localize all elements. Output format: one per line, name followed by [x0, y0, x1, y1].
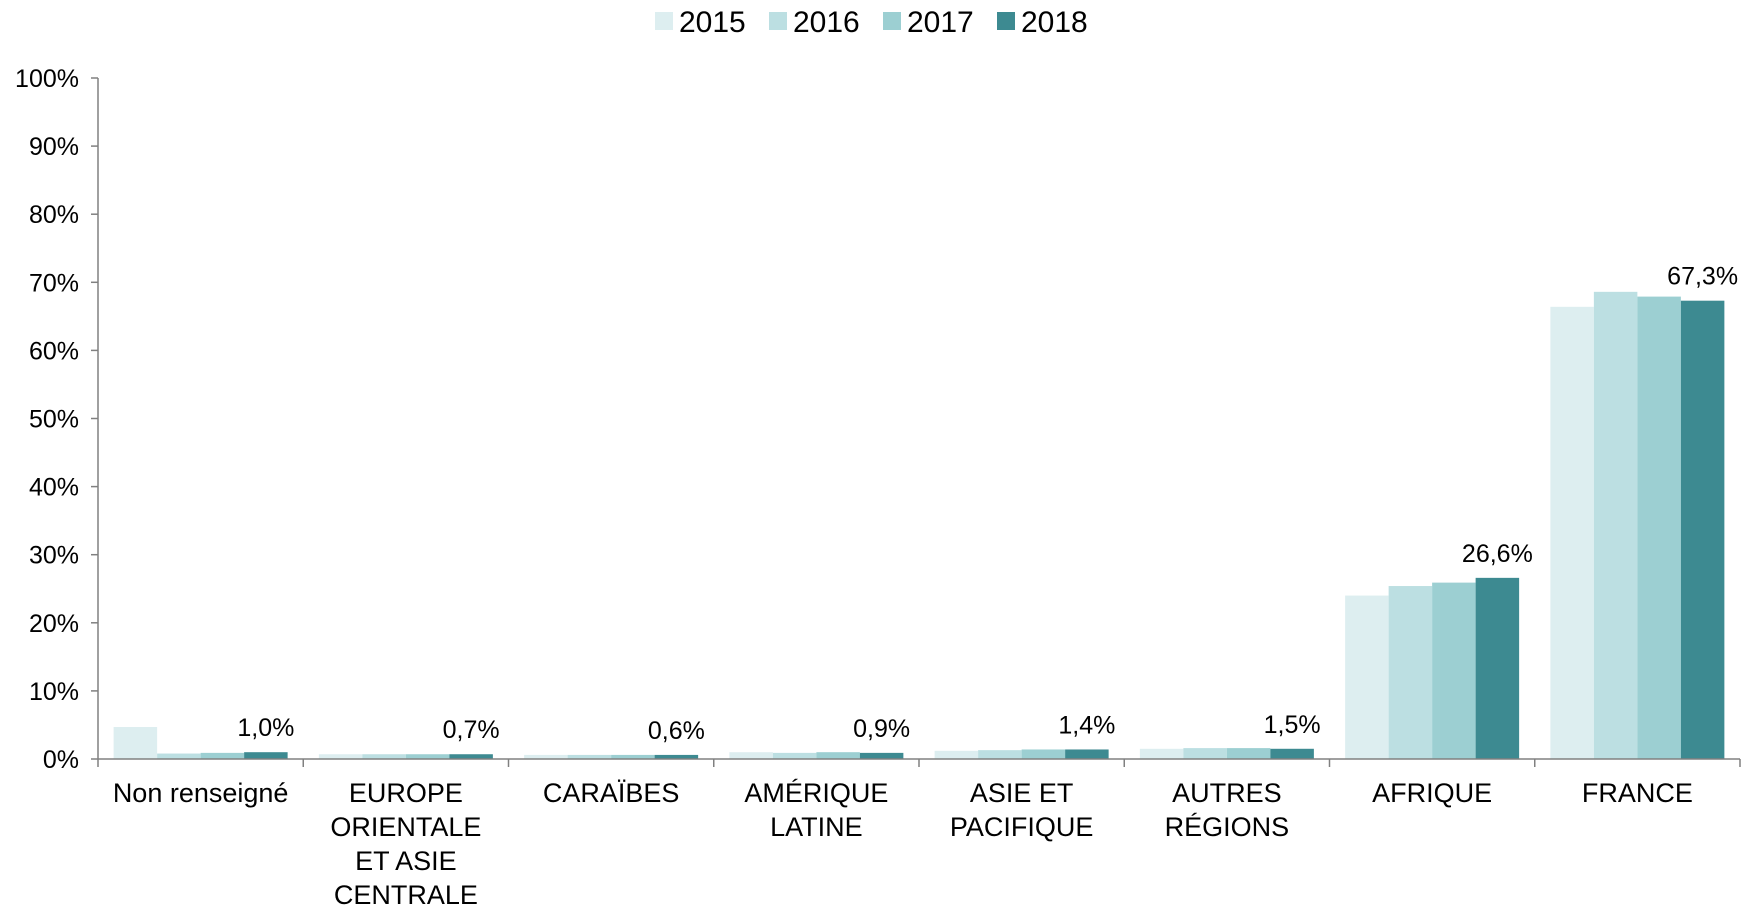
data-label: 0,7%: [443, 716, 500, 744]
bar-2015: [934, 750, 979, 759]
category-label: ASIE ET PACIFIQUE: [950, 778, 1094, 842]
bar-2016: [362, 754, 406, 759]
legend-swatch: [883, 12, 901, 30]
legend-label: 2018: [1021, 6, 1088, 39]
y-tick-label: 100%: [15, 65, 79, 93]
bar-2015: [729, 752, 773, 759]
bar-2015: [318, 754, 363, 759]
bar-2017: [405, 754, 450, 759]
category-label: AUTRES RÉGIONS: [1165, 778, 1290, 842]
y-tick-label: 70%: [29, 269, 79, 297]
bar-2015: [524, 754, 568, 759]
y-tick-label: 40%: [29, 474, 79, 502]
data-labels: 1,0% 0,7% 0,6% 0,9% 1,4% 1,5% 26,6% 67,3%: [237, 263, 1738, 745]
y-tick-label: 30%: [29, 542, 79, 570]
data-label: 0,9%: [853, 715, 910, 743]
y-axis: 0% 10% 20% 30% 40% 50% 60% 70% 80% 90% 100%: [15, 65, 99, 774]
y-tick-label: 0%: [43, 746, 79, 774]
bar-2015: [113, 726, 158, 759]
y-tick-label: 50%: [29, 406, 79, 434]
bar-2017: [1637, 296, 1681, 759]
y-tick-label: 90%: [29, 133, 79, 161]
bar-2017: [1432, 582, 1476, 759]
category-label-line: CARAÏBES: [543, 778, 680, 808]
legend-label: 2017: [907, 6, 974, 39]
bar-2015: [1139, 748, 1184, 759]
category-label-line: AUTRES: [1172, 778, 1282, 808]
bar-2016: [567, 754, 612, 759]
legend: 2015 2016 2017 2018: [655, 6, 1088, 39]
category-label: Non renseigné: [113, 778, 289, 808]
category-label: AFRIQUE: [1372, 778, 1492, 808]
legend-label: 2016: [793, 6, 860, 39]
y-tick-label: 80%: [29, 201, 79, 229]
bar-2015: [1550, 306, 1594, 759]
bar-2016: [1388, 586, 1433, 759]
bar-2016: [1593, 291, 1638, 759]
legend-swatch: [769, 12, 787, 30]
category-label-line: EUROPE: [349, 778, 463, 808]
category-label: AMÉRIQUE LATINE: [744, 778, 888, 842]
data-label: 0,6%: [648, 717, 705, 745]
bar-2017: [611, 754, 655, 759]
legend-swatch: [997, 12, 1015, 30]
data-label: 67,3%: [1667, 263, 1738, 291]
bars: [113, 291, 1725, 759]
category-label-line: RÉGIONS: [1165, 812, 1290, 842]
bar-2018: [859, 752, 904, 759]
y-tick-label: 20%: [29, 610, 79, 638]
category-label: CARAÏBES: [543, 778, 680, 808]
category-label: FRANCE: [1582, 778, 1693, 808]
category-label-line: AFRIQUE: [1372, 778, 1492, 808]
bar-2018: [1065, 749, 1109, 759]
category-label-line: Non renseigné: [113, 778, 289, 808]
category-label-line: CENTRALE: [334, 880, 478, 908]
category-label-line: ORIENTALE: [330, 812, 481, 842]
bar-2017: [1021, 749, 1066, 759]
bar-2018: [1680, 300, 1725, 759]
category-label-line: PACIFIQUE: [950, 812, 1094, 842]
data-label: 1,0%: [237, 714, 294, 742]
bar-2018: [449, 754, 493, 759]
data-label: 1,5%: [1264, 711, 1321, 739]
category-label-line: AMÉRIQUE: [744, 778, 888, 808]
bar-2016: [978, 750, 1022, 759]
category-label-line: LATINE: [770, 812, 863, 842]
y-tick-label: 60%: [29, 337, 79, 365]
bar-2018: [244, 752, 288, 759]
data-label: 1,4%: [1058, 711, 1115, 739]
bar-2017: [1226, 748, 1271, 759]
bar-2015: [1345, 595, 1389, 759]
bar-2016: [772, 752, 817, 759]
category-label: EUROPE ORIENTALE ET ASIE CENTRALE: [330, 778, 481, 908]
bar-2017: [200, 752, 245, 759]
bar-2018: [1270, 748, 1314, 759]
bar-2016: [1183, 748, 1227, 759]
x-axis: Non renseigné EUROPE ORIENTALE ET ASIE CENTR…: [97, 758, 1741, 908]
bar-2018: [654, 754, 699, 759]
legend-label: 2015: [679, 6, 746, 39]
y-tick-label: 10%: [29, 678, 79, 706]
bar-2016: [157, 753, 201, 759]
bar-2018: [1475, 577, 1520, 759]
category-label-line: ET ASIE: [355, 846, 457, 876]
data-label: 26,6%: [1462, 540, 1533, 568]
category-label-line: ASIE ET: [970, 778, 1074, 808]
category-label-line: FRANCE: [1582, 778, 1693, 808]
bar-2017: [816, 752, 860, 759]
legend-swatch: [655, 12, 673, 30]
